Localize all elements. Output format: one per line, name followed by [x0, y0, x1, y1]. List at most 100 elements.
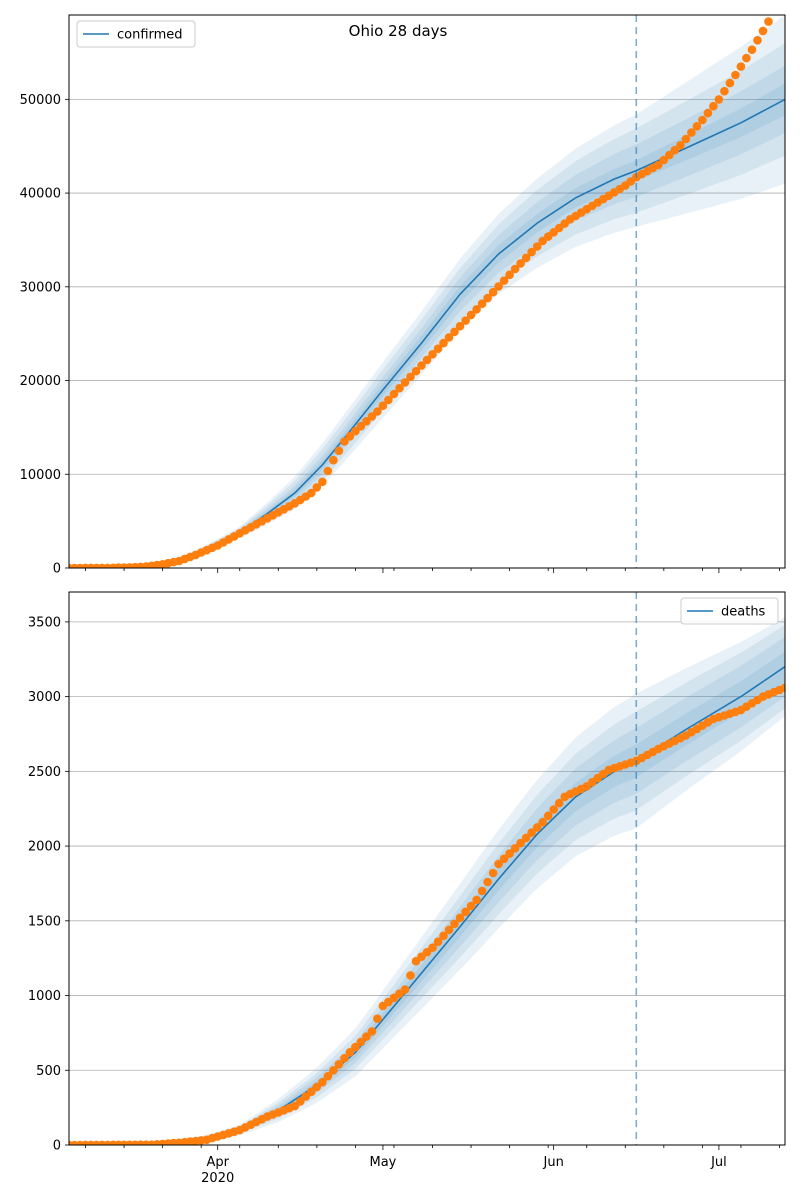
uncertainty-band [69, 651, 785, 1145]
observed-point [764, 17, 773, 26]
observed-point [345, 1048, 355, 1057]
uncertainty-band [69, 617, 785, 1145]
observed-point [400, 985, 410, 994]
y-tick-label: 0 [53, 562, 61, 577]
observed-point [422, 355, 432, 365]
observed-point [323, 466, 333, 476]
observed-point [720, 86, 729, 96]
y-tick-label: 3500 [28, 615, 61, 630]
observed-point [466, 310, 476, 320]
observed-point [362, 1032, 371, 1041]
uncertainty-band [69, 624, 785, 1145]
observed-point [312, 1082, 322, 1092]
observed-point [499, 854, 509, 864]
uncertainty-band [69, 15, 785, 568]
observed-point [367, 1027, 377, 1036]
y-tick-label: 40000 [20, 187, 61, 202]
observed-point [725, 78, 735, 88]
y-tick-label: 20000 [20, 374, 61, 389]
y-tick-label: 1000 [28, 989, 61, 1004]
observed-point [505, 849, 514, 858]
plot-area [69, 15, 785, 568]
observed-point [428, 943, 437, 952]
observed-point [356, 421, 366, 431]
observed-point [499, 276, 509, 285]
observed-point [747, 45, 757, 54]
observed-point [428, 350, 437, 359]
observed-point [329, 455, 338, 465]
observed-point [433, 344, 443, 354]
observed-point [455, 321, 465, 331]
observed-point [351, 1042, 360, 1052]
observed-point [345, 432, 355, 441]
observed-point [483, 877, 492, 887]
observed-point [758, 26, 768, 36]
observed-point [780, 683, 785, 692]
observed-point [373, 407, 382, 416]
observed-point [318, 1077, 327, 1087]
y-tick-label: 0 [53, 1139, 61, 1154]
observed-point [505, 270, 514, 280]
observed-point [356, 1037, 366, 1047]
axes-frame [68, 591, 786, 1146]
observed-point [753, 36, 762, 45]
observed-point [521, 833, 531, 843]
x-tick-label: May [369, 1155, 396, 1170]
observed-point [488, 287, 498, 297]
observed-point [373, 1014, 382, 1023]
observed-point [417, 361, 426, 370]
observed-point [698, 115, 707, 125]
observed-point [351, 426, 360, 436]
y-tick-label: 2500 [28, 765, 61, 780]
observed-point [516, 259, 525, 268]
y-tick-label: 500 [36, 1064, 61, 1079]
observed-point [736, 62, 746, 71]
observed-point [549, 805, 558, 814]
observed-point [362, 417, 371, 426]
observed-point [703, 108, 713, 118]
observed-point [494, 859, 503, 869]
observed-point [439, 338, 448, 348]
observed-point [334, 446, 344, 456]
observed-point [472, 895, 481, 905]
observed-point [450, 327, 459, 337]
observed-point [400, 378, 410, 387]
y-tick-label: 1500 [28, 914, 61, 929]
observed-point [411, 366, 421, 376]
observed-point [461, 316, 470, 325]
observed-point [654, 160, 663, 170]
observed-point [532, 823, 542, 832]
observed-point [439, 931, 448, 941]
observed-point [665, 150, 674, 160]
observed-point [340, 437, 349, 446]
y-tick-label: 50000 [20, 93, 61, 108]
uncertainty-band [69, 636, 785, 1145]
observed-point [692, 122, 702, 131]
observed-point [461, 907, 470, 917]
legend-label: confirmed [117, 28, 183, 43]
observed-point [527, 247, 536, 257]
observed-point [307, 488, 316, 498]
observed-point [334, 1060, 344, 1069]
x-tick-label: Jul [710, 1155, 727, 1170]
observed-point [477, 886, 487, 896]
y-tick-label: 3000 [28, 690, 61, 705]
legend: deaths [680, 597, 779, 625]
observed-point [477, 299, 487, 309]
observed-point [659, 155, 669, 165]
observed-point [554, 798, 564, 808]
observed-point [406, 372, 415, 382]
observed-point [395, 383, 404, 393]
observed-point [516, 838, 525, 848]
observed-point [532, 242, 542, 251]
observed-point [378, 401, 388, 411]
observed-point [455, 913, 465, 923]
observed-point [329, 1066, 338, 1075]
observed-point [444, 925, 454, 935]
observed-point [543, 811, 553, 821]
observed-point [323, 1071, 333, 1081]
observed-point [521, 253, 531, 263]
confirmed-panel: 0 10000 20000 30000 40000 50000 confirmed [20, 14, 786, 577]
